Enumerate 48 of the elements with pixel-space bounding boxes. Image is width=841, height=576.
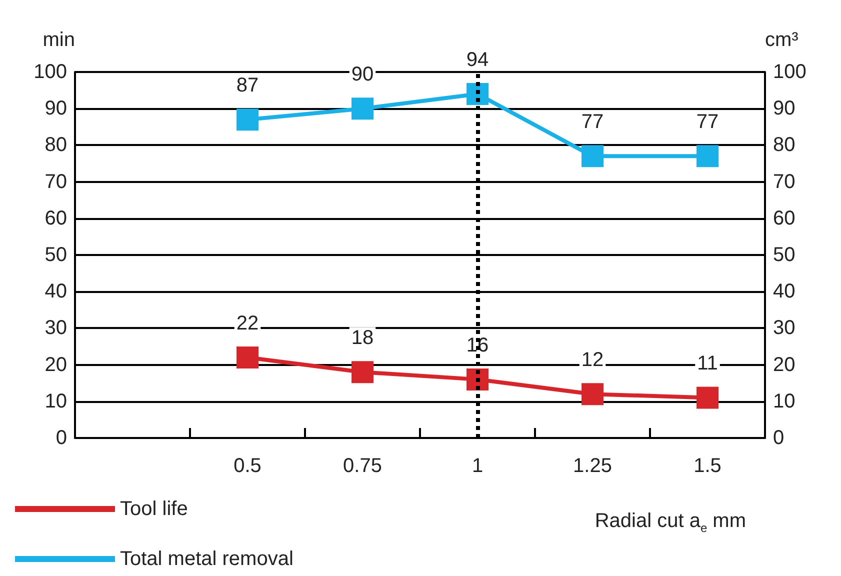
y2-tick-label: 90	[773, 98, 796, 120]
point	[582, 145, 604, 168]
y2-tick-label: 30	[773, 317, 796, 340]
y2-tick-label: 0	[773, 427, 784, 449]
y2-tick-label: 10	[773, 390, 796, 412]
y-tick-label: 30	[44, 317, 67, 340]
y2-tick-label: 20	[773, 354, 796, 376]
y-axis-title: min	[42, 29, 75, 51]
y2-tick-label: 50	[773, 244, 796, 266]
point	[696, 386, 718, 409]
data-label: 87	[236, 74, 259, 97]
x-tick-label: 1.25	[573, 455, 612, 477]
data-label: 18	[351, 327, 374, 350]
y-tick-label: 40	[44, 280, 67, 303]
y-tick-label: 20	[44, 354, 67, 376]
x-tick-label: 0.75	[343, 455, 382, 477]
x-tick-label: 0.5	[234, 455, 262, 477]
data-label: 12	[581, 349, 604, 372]
y-tick-label: 80	[44, 134, 67, 156]
x-tick-label: 1.5	[694, 455, 722, 477]
data-label: 77	[696, 111, 719, 134]
y2-tick-label: 40	[773, 280, 796, 303]
point	[352, 361, 374, 384]
data-label: 77	[581, 111, 604, 134]
y2-tick-label: 80	[773, 134, 796, 156]
legend-label: Tool life	[120, 498, 188, 520]
x-tick-label: 1	[472, 455, 484, 477]
y-tick-label: 50	[44, 244, 67, 266]
data-label: 90	[351, 64, 374, 86]
data-label: 94	[466, 48, 489, 71]
y2-tick-label: 100	[773, 61, 806, 83]
data-label: 22	[236, 312, 259, 334]
y-tick-label: 90	[44, 98, 67, 120]
point	[696, 145, 718, 168]
y-tick-label: 60	[44, 207, 67, 230]
point	[236, 346, 258, 368]
y2-tick-label: 70	[773, 170, 796, 193]
point	[582, 383, 604, 406]
y2-axis-title: cm³	[765, 29, 799, 51]
y-tick-label: 10	[44, 390, 67, 412]
y-tick-label: 70	[44, 170, 67, 193]
legend-label: Total metal removal	[120, 548, 294, 570]
y-tick-label: 0	[56, 427, 67, 449]
y-tick-label: 100	[34, 61, 67, 83]
y2-tick-label: 60	[773, 207, 796, 230]
data-label: 11	[697, 352, 718, 375]
point	[236, 108, 258, 131]
point	[352, 98, 374, 120]
